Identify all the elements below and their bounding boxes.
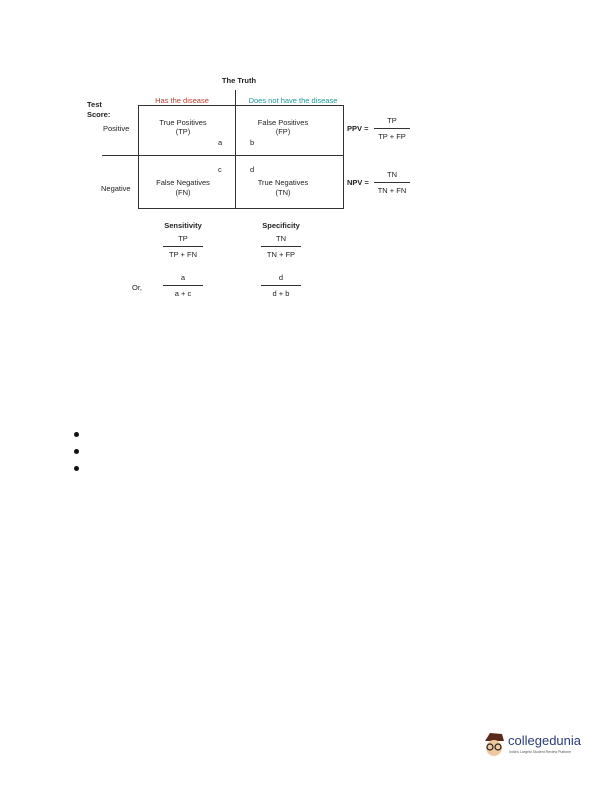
table-border-right bbox=[343, 105, 344, 209]
bullet-point bbox=[74, 466, 79, 471]
figure-title: The Truth bbox=[221, 76, 257, 85]
logo-tagline: India's Largest Student Review Platform bbox=[509, 750, 572, 754]
sensitivity-alt-numerator: a bbox=[180, 273, 186, 282]
table-border-top bbox=[138, 105, 344, 106]
tn-label: True Negatives bbox=[257, 178, 309, 187]
cell-a: a bbox=[218, 138, 223, 147]
collegedunia-logo: collegedunia India's Largest Student Rev… bbox=[482, 729, 592, 761]
specificity-alt-numerator: d bbox=[278, 273, 284, 282]
row-negative: Negative bbox=[101, 184, 131, 193]
logo-name: collegedunia bbox=[508, 733, 582, 748]
specificity-alt-denominator: d + b bbox=[272, 289, 290, 298]
tp-label: True Positives bbox=[159, 118, 207, 127]
col-no-disease: Does not have the disease bbox=[248, 96, 338, 105]
ppv-numerator: TP bbox=[387, 116, 397, 125]
sensitivity-alt-denominator: a + c bbox=[174, 289, 192, 298]
col-has-disease: Has the disease bbox=[155, 96, 209, 105]
sensitivity-denominator: TP + FN bbox=[169, 250, 197, 259]
npv-label: NPV = bbox=[347, 178, 369, 187]
specificity-label: Specificity bbox=[262, 221, 300, 230]
ppv-denominator: TP + FP bbox=[378, 132, 406, 141]
fp-label: False Positives bbox=[257, 118, 309, 127]
cell-d: d bbox=[250, 165, 255, 174]
npv-numerator: TN bbox=[387, 170, 397, 179]
npv-denominator: TN + FN bbox=[377, 186, 407, 195]
tn-abbr: (TN) bbox=[275, 188, 291, 197]
specificity-alt-fraction: d d + b bbox=[261, 273, 301, 298]
table-divider-horizontal bbox=[102, 155, 344, 156]
table-border-left bbox=[138, 105, 139, 209]
cell-c: c bbox=[218, 165, 222, 174]
ppv-fraction: TP TP + FP bbox=[374, 116, 410, 141]
specificity-fraction: TN TN + FP bbox=[261, 234, 301, 259]
sensitivity-fraction: TP TP + FN bbox=[163, 234, 203, 259]
ppv-label: PPV = bbox=[347, 124, 369, 133]
sensitivity-label: Sensitivity bbox=[164, 221, 202, 230]
sensitivity-alt-fraction: a a + c bbox=[163, 273, 203, 298]
or-label: Or, bbox=[132, 283, 143, 292]
row-positive: Positive bbox=[103, 124, 130, 133]
specificity-numerator: TN bbox=[276, 234, 286, 243]
fp-abbr: (FP) bbox=[275, 127, 291, 136]
test-score-label: Test Score: bbox=[87, 100, 111, 119]
npv-fraction: TN TN + FN bbox=[374, 170, 410, 195]
mascot-icon bbox=[485, 733, 504, 756]
bullet-point bbox=[74, 432, 79, 437]
sensitivity-numerator: TP bbox=[178, 234, 188, 243]
fn-label: False Negatives bbox=[156, 178, 210, 187]
cell-b: b bbox=[250, 138, 255, 147]
tp-abbr: (TP) bbox=[175, 127, 191, 136]
bullet-point bbox=[74, 449, 79, 454]
fn-abbr: (FN) bbox=[175, 188, 191, 197]
table-divider-vertical bbox=[235, 90, 236, 209]
table-border-bottom bbox=[138, 208, 344, 209]
specificity-denominator: TN + FP bbox=[266, 250, 296, 259]
